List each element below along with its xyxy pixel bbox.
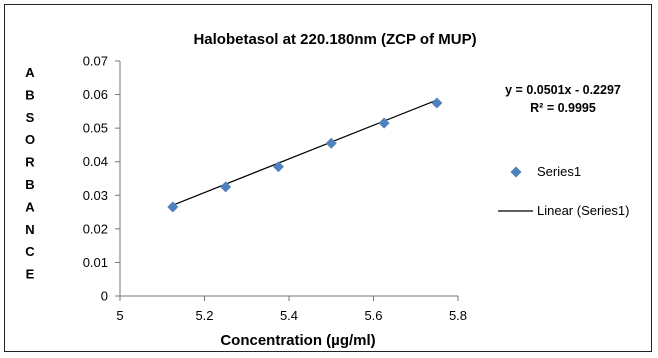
y-axis-label-letter: E (26, 267, 35, 282)
y-tick-label: 0.06 (83, 87, 108, 102)
legend-trendline-label: Linear (Series1) (537, 203, 630, 218)
legend: Series1 Linear (Series1) (498, 164, 630, 218)
x-tick-label: 5.6 (364, 308, 382, 323)
y-tick-label: 0 (101, 289, 108, 304)
data-point (272, 161, 284, 173)
legend-series1-label: Series1 (537, 164, 581, 179)
y-axis-label-letter: S (26, 110, 35, 125)
x-tick-label: 5.4 (280, 308, 298, 323)
x-tick-label: 5 (116, 308, 123, 323)
data-point (325, 137, 337, 149)
trendline-path (172, 99, 438, 206)
data-point (167, 201, 179, 213)
chart-title: Halobetasol at 220.180nm (ZCP of MUP) (193, 31, 476, 48)
chart-frame (4, 4, 652, 352)
y-axis-label-letter: B (25, 177, 34, 192)
y-axis-label-letter: A (25, 199, 35, 214)
y-tick-label: 0.03 (83, 188, 108, 203)
trendline-r-squared: R² = 0.9995 (530, 101, 596, 115)
y-axis-label-letter: B (25, 87, 34, 102)
x-axis: 5 5.2 5.4 5.6 5.8 (116, 295, 467, 323)
y-axis-label-letter: A (25, 65, 35, 80)
y-axis-label-letter: R (25, 155, 35, 170)
trendline-equation: y = 0.0501x - 0.2297 (505, 83, 621, 97)
data-point (431, 97, 443, 109)
y-tick-label: 0.04 (83, 154, 108, 169)
trendline (172, 99, 438, 206)
data-point (220, 181, 232, 193)
x-axis-label: Concentration (µg/ml) (220, 332, 375, 349)
x-tick-label: 5.2 (195, 308, 213, 323)
y-axis-label-letter: C (25, 244, 35, 259)
y-tick-label: 0.05 (83, 121, 108, 136)
y-axis: 0 0.01 0.02 0.03 0.04 0.05 0.06 0.07 (83, 54, 121, 304)
legend-series1-marker-icon (510, 166, 522, 178)
y-tick-label: 0.07 (83, 54, 108, 69)
x-tick-label: 5.8 (449, 308, 467, 323)
y-axis-label-letter: O (25, 132, 35, 147)
data-points (167, 97, 443, 213)
data-point (378, 117, 390, 129)
y-tick-label: 0.02 (83, 221, 108, 236)
y-tick-label: 0.01 (83, 255, 108, 270)
y-axis-label-letter: N (25, 222, 34, 237)
